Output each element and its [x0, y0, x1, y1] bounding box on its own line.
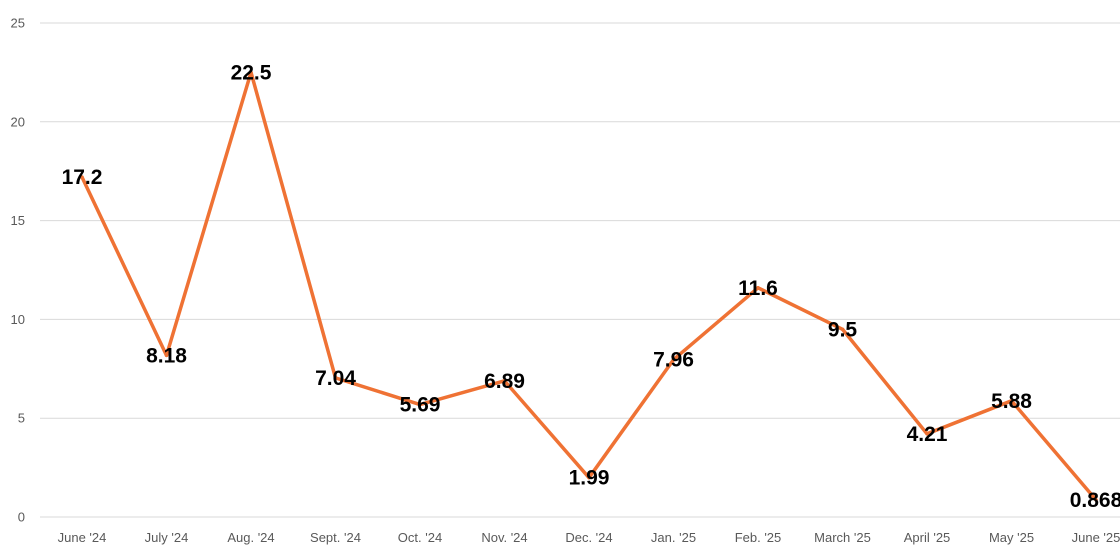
x-tick-label: Feb. '25	[735, 530, 782, 545]
x-tick-label: May '25	[989, 530, 1034, 545]
x-tick-label: Nov. '24	[481, 530, 527, 545]
x-tick-label: Sept. '24	[310, 530, 361, 545]
x-tick-label: June '24	[58, 530, 107, 545]
y-tick-label: 25	[11, 16, 25, 31]
y-tick-label: 10	[11, 312, 25, 327]
y-tick-label: 15	[11, 213, 25, 228]
x-tick-label: Aug. '24	[227, 530, 274, 545]
data-label: 5.69	[400, 394, 441, 417]
data-labels: 17.2 8.18 22.5 7.04 5.69 6.89 1.99 7.96 11.6 9.5 4…	[62, 61, 1120, 511]
data-point	[925, 432, 929, 436]
data-point	[249, 70, 253, 75]
data-label: 0.868	[1070, 489, 1120, 512]
y-tick-label: 0	[18, 510, 25, 525]
y-axis-ticks: 0 5 10 15 20 25	[11, 16, 25, 525]
data-point	[333, 376, 338, 380]
data-label: 5.88	[991, 390, 1032, 413]
data-label: 17.2	[62, 166, 103, 189]
x-axis-ticks: June '24 July '24 Aug. '24 Sept. '24 Oct. '2…	[58, 530, 1120, 545]
data-label: 7.96	[653, 349, 694, 372]
x-tick-label: Dec. '24	[565, 530, 612, 545]
data-point	[1009, 399, 1014, 403]
x-tick-label: Oct. '24	[398, 530, 442, 545]
data-label: 9.5	[828, 318, 858, 341]
data-point	[756, 286, 760, 290]
data-point	[587, 475, 591, 480]
x-tick-label: March '25	[814, 530, 871, 545]
y-tick-label: 20	[11, 114, 25, 129]
gridlines	[40, 22, 1120, 518]
data-label: 1.99	[569, 467, 610, 490]
x-tick-label: July '24	[145, 530, 189, 545]
x-tick-label: June '25	[1072, 530, 1120, 545]
data-label: 22.5	[231, 61, 272, 84]
data-point	[418, 402, 422, 407]
y-tick-label: 5	[18, 411, 25, 426]
data-point	[164, 353, 169, 358]
x-tick-label: Jan. '25	[651, 530, 696, 545]
data-point	[502, 379, 507, 383]
data-label: 6.89	[484, 370, 525, 393]
data-point	[80, 175, 84, 179]
data-point	[1094, 498, 1098, 502]
data-label: 7.04	[315, 367, 356, 390]
data-label: 4.21	[907, 423, 948, 446]
series-line	[80, 70, 1098, 502]
data-point	[840, 327, 845, 332]
data-label: 8.18	[146, 344, 187, 367]
data-point	[671, 357, 676, 362]
data-label: 11.6	[738, 277, 778, 300]
x-tick-label: April '25	[904, 530, 951, 545]
